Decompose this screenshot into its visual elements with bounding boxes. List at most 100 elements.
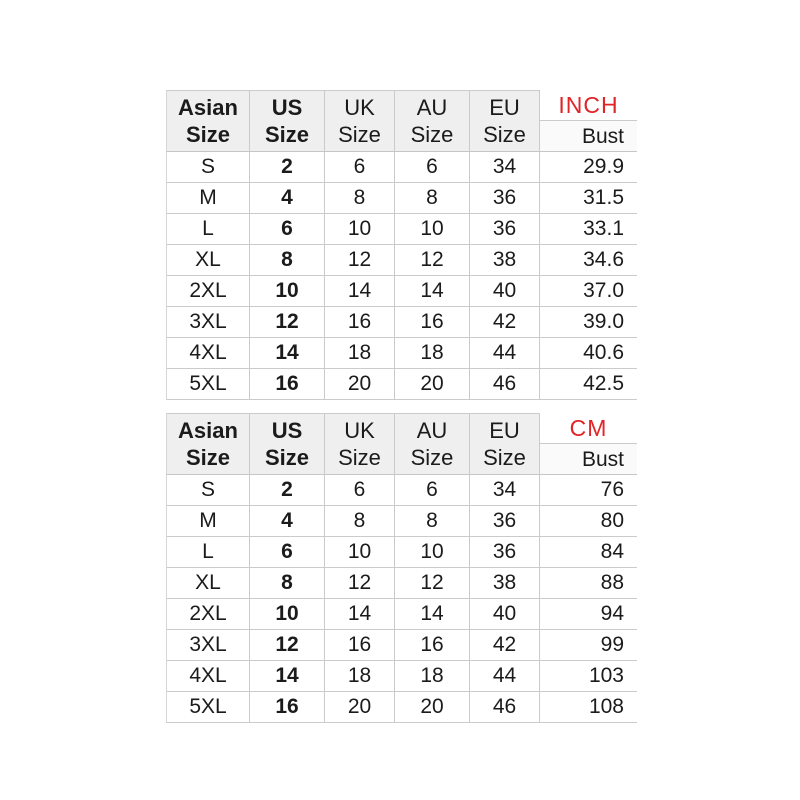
- table-cell: 12: [250, 307, 325, 338]
- table-cell: 6: [250, 537, 325, 568]
- header-line: Asian: [178, 418, 238, 443]
- header-line: Size: [264, 122, 310, 147]
- table-cell: 37.0: [540, 276, 637, 307]
- table-cell: S: [166, 152, 250, 183]
- table-cell: 20: [395, 369, 470, 400]
- table-cell: XL: [166, 245, 250, 276]
- table-cell: 39.0: [540, 307, 637, 338]
- table-cell: 2XL: [166, 276, 250, 307]
- table-cell: 16: [250, 692, 325, 723]
- table-row: 5XL 16 20 20 46 108: [166, 692, 637, 723]
- header-eu-size: EU Size: [470, 413, 540, 475]
- header-us-size: US Size: [250, 413, 325, 475]
- table-cell: 8: [325, 506, 395, 537]
- header-line: Size: [185, 122, 231, 147]
- header-line: Size: [338, 122, 381, 147]
- table-cell: 16: [325, 630, 395, 661]
- table-cell: 6: [395, 152, 470, 183]
- header-line: Size: [264, 445, 310, 470]
- table-cell: 38: [470, 245, 540, 276]
- table-row: L 6 10 10 36 33.1: [166, 214, 637, 245]
- header-uk-size: UK Size: [325, 90, 395, 152]
- header-line: US: [271, 418, 303, 443]
- size-table-inch: Asian Size US Size UK Size AU Size EU Si…: [166, 90, 637, 400]
- table-cell: 36: [470, 506, 540, 537]
- table-cell: 16: [395, 307, 470, 338]
- table-cell: 16: [250, 369, 325, 400]
- table-cell: 36: [470, 537, 540, 568]
- table-cell: M: [166, 183, 250, 214]
- header-line: UK: [344, 95, 375, 120]
- table-cell: 36: [470, 183, 540, 214]
- header-line: EU: [489, 95, 520, 120]
- table-cell: 42: [470, 630, 540, 661]
- table-cell: 108: [540, 692, 637, 723]
- table-cell: 8: [250, 245, 325, 276]
- header-uk-size: UK Size: [325, 413, 395, 475]
- table-row: 2XL 10 14 14 40 94: [166, 599, 637, 630]
- table-cell: 40: [470, 276, 540, 307]
- table-cell: 8: [325, 183, 395, 214]
- table-cell: 40.6: [540, 338, 637, 369]
- table-cell: 14: [250, 661, 325, 692]
- table-cell: 76: [540, 475, 637, 506]
- table-cell: 6: [325, 475, 395, 506]
- table-cell: 14: [325, 276, 395, 307]
- table-cell: 33.1: [540, 214, 637, 245]
- table-cell: 42: [470, 307, 540, 338]
- table-cell: S: [166, 475, 250, 506]
- table-cell: 99: [540, 630, 637, 661]
- measure-label-bust: Bust: [540, 443, 637, 474]
- table-cell: 10: [325, 537, 395, 568]
- header-asian-size: Asian Size: [166, 90, 250, 152]
- table-cell: 18: [325, 661, 395, 692]
- table-cell: 34: [470, 475, 540, 506]
- table-cell: 80: [540, 506, 637, 537]
- header-line: Asian: [178, 95, 238, 120]
- header-unit-cm: CM Bust: [540, 413, 637, 475]
- table-cell: 10: [395, 214, 470, 245]
- header-line: US: [271, 95, 303, 120]
- table-cell: 40: [470, 599, 540, 630]
- header-line: UK: [344, 418, 375, 443]
- table-cell: 94: [540, 599, 637, 630]
- header-line: Size: [483, 122, 526, 147]
- table-cell: 4: [250, 506, 325, 537]
- table-cell: 10: [395, 537, 470, 568]
- table-row: 3XL 12 16 16 42 99: [166, 630, 637, 661]
- table-row: S 2 6 6 34 29.9: [166, 152, 637, 183]
- table-row: M 4 8 8 36 80: [166, 506, 637, 537]
- table-row: M 4 8 8 36 31.5: [166, 183, 637, 214]
- header-line: Size: [483, 445, 526, 470]
- header-asian-size: Asian Size: [166, 413, 250, 475]
- table-cell: 10: [250, 276, 325, 307]
- table-cell: 6: [395, 475, 470, 506]
- table-row: 4XL 14 18 18 44 103: [166, 661, 637, 692]
- table-cell: 20: [325, 369, 395, 400]
- table-cell: 8: [395, 183, 470, 214]
- table-cell: 12: [395, 245, 470, 276]
- header-line: Size: [410, 445, 454, 470]
- table-cell: 18: [325, 338, 395, 369]
- table-row: S 2 6 6 34 76: [166, 475, 637, 506]
- header-us-size: US Size: [250, 90, 325, 152]
- table-cell: 36: [470, 214, 540, 245]
- header-line: Size: [185, 445, 231, 470]
- table-cell: 14: [325, 599, 395, 630]
- table-cell: 18: [395, 338, 470, 369]
- header-line: AU: [416, 95, 448, 120]
- table-cell: 84: [540, 537, 637, 568]
- table-cell: 16: [395, 630, 470, 661]
- table-cell: M: [166, 506, 250, 537]
- table-row: L 6 10 10 36 84: [166, 537, 637, 568]
- table-cell: 88: [540, 568, 637, 599]
- table-cell: 20: [325, 692, 395, 723]
- table-cell: 12: [250, 630, 325, 661]
- measure-label-bust: Bust: [540, 120, 637, 151]
- table-cell: 14: [250, 338, 325, 369]
- header-line: AU: [416, 418, 448, 443]
- table-cell: 31.5: [540, 183, 637, 214]
- table-row: XL 8 12 12 38 88: [166, 568, 637, 599]
- header-line: EU: [489, 418, 520, 443]
